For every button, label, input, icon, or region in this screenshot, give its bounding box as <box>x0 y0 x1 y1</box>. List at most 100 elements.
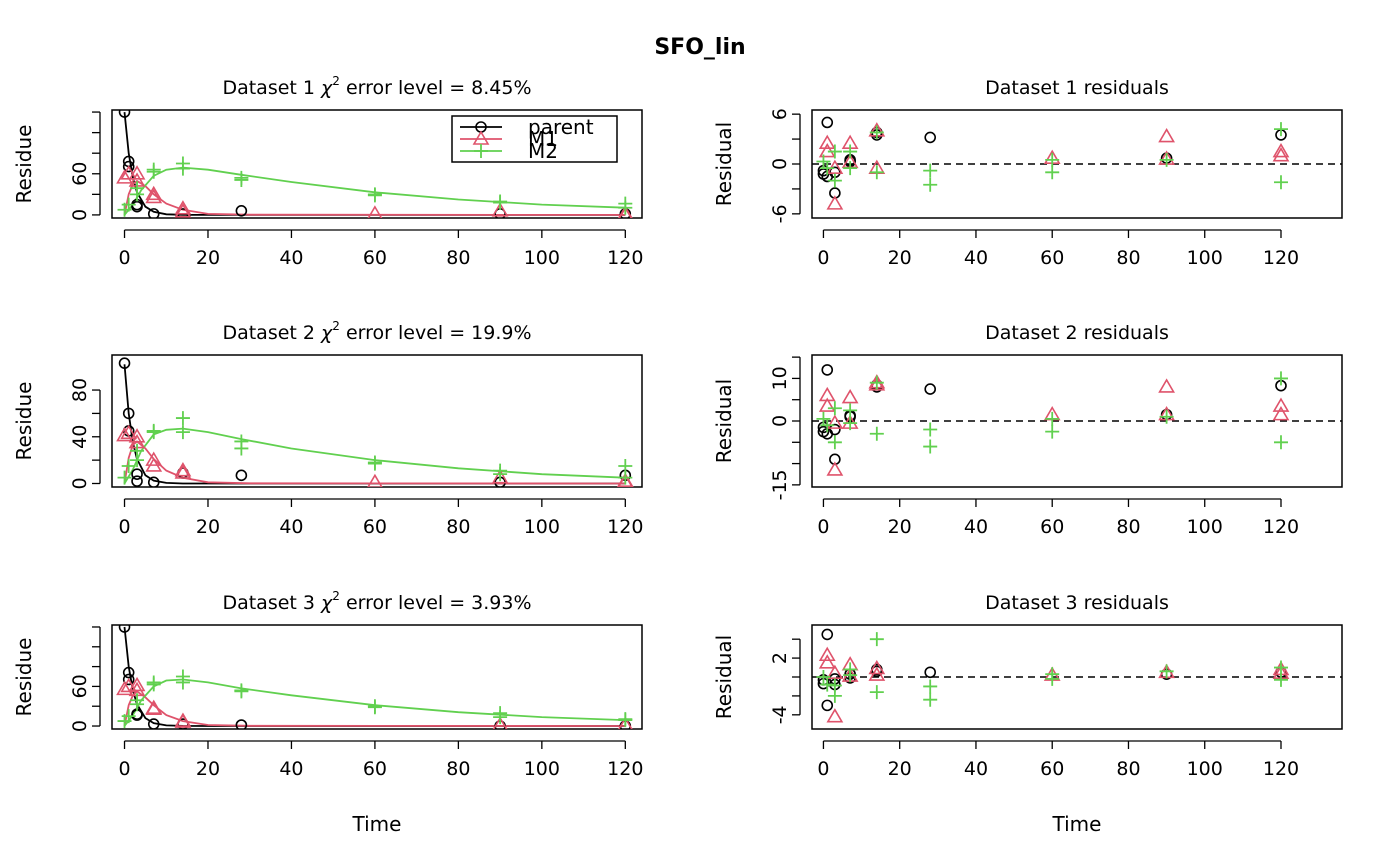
x-tick-label: 20 <box>888 516 912 538</box>
x-tick-label: 120 <box>607 247 643 269</box>
point-M1 <box>1158 378 1175 393</box>
point-M2 <box>843 416 858 431</box>
point-M2 <box>618 470 633 485</box>
point-M2 <box>816 411 831 426</box>
y-tick-label: -6 <box>769 204 791 223</box>
x-tick-label: 40 <box>279 247 303 269</box>
y-tick-label: 0 <box>69 209 91 221</box>
point-M2 <box>869 125 884 140</box>
x-tick-label: 80 <box>446 247 470 269</box>
point-M1 <box>841 388 859 404</box>
point-M2 <box>121 197 136 212</box>
panel-title: Dataset 1 residuals <box>985 77 1169 99</box>
panel-title: Dataset 3 residuals <box>985 592 1169 614</box>
point-M2 <box>869 375 884 390</box>
x-tick-label: 100 <box>524 516 560 538</box>
point-M2 <box>923 177 938 192</box>
point-parent <box>924 383 937 395</box>
x-tick-label: 20 <box>888 247 912 269</box>
fit-curve-M1 <box>123 690 626 727</box>
point-M1 <box>367 205 383 218</box>
point-M2 <box>1045 424 1060 439</box>
point-M1 <box>617 716 633 729</box>
point-M2 <box>121 458 136 473</box>
point-parent <box>147 476 160 487</box>
plot-area <box>116 110 633 218</box>
point-M2 <box>869 632 884 647</box>
y-tick-label: 10 <box>769 366 791 390</box>
x-axis-label: Time <box>352 812 402 836</box>
point-M2 <box>827 678 842 693</box>
point-M1 <box>128 428 146 443</box>
x-tick-label: 80 <box>446 516 470 538</box>
point-M1 <box>1158 127 1175 143</box>
panel-title: Dataset 1 χ2 error level = 8.45% <box>222 74 531 99</box>
point-M2 <box>923 679 938 694</box>
point-M2 <box>827 173 842 188</box>
x-tick-label: 100 <box>1187 516 1223 538</box>
y-tick-label: 80 <box>69 378 91 402</box>
point-M2 <box>146 162 161 177</box>
point-M2 <box>923 692 938 707</box>
x-tick-label: 60 <box>1040 758 1064 780</box>
point-M1 <box>826 664 844 680</box>
point-M1 <box>617 473 634 487</box>
x-tick-label: 80 <box>1116 516 1140 538</box>
panel-title: Dataset 2 residuals <box>985 322 1169 344</box>
point-parent <box>235 469 248 482</box>
x-tick-label: 0 <box>118 758 130 780</box>
y-tick-label: -4 <box>769 705 791 724</box>
point-M1 <box>818 134 836 150</box>
point-M1 <box>868 666 886 681</box>
point-M2 <box>1273 672 1288 687</box>
point-M1 <box>367 473 383 487</box>
point-M2 <box>869 685 884 700</box>
point-M1 <box>145 451 163 466</box>
point-parent <box>821 699 834 712</box>
x-tick-label: 40 <box>964 247 988 269</box>
point-M1 <box>491 469 509 484</box>
y-axis-label: Residue <box>12 125 36 204</box>
x-tick-label: 60 <box>363 247 387 269</box>
point-M1 <box>128 165 146 180</box>
point-M2 <box>820 161 835 176</box>
point-parent <box>829 423 841 436</box>
point-M2 <box>175 411 190 426</box>
point-M2 <box>234 684 249 699</box>
point-parent <box>122 407 135 420</box>
x-tick-label: 80 <box>1116 247 1140 269</box>
point-M1 <box>818 397 836 412</box>
point-M2 <box>493 467 508 482</box>
point-M2 <box>1273 660 1288 675</box>
point-parent <box>924 131 937 144</box>
x-tick-label: 0 <box>118 516 130 538</box>
point-M1 <box>116 427 133 442</box>
point-M2 <box>843 668 858 683</box>
point-M1 <box>116 169 133 184</box>
plot-box <box>111 354 643 488</box>
point-M2 <box>1159 409 1174 424</box>
point-parent <box>118 357 131 369</box>
x-tick-label: 40 <box>279 758 303 780</box>
panel-title: Dataset 2 χ2 error level = 19.9% <box>222 319 531 344</box>
panel-title: Dataset 3 χ2 error level = 3.93% <box>222 589 531 614</box>
point-M2 <box>493 710 508 725</box>
point-M1 <box>174 203 192 218</box>
point-M2 <box>869 165 884 180</box>
x-tick-label: 100 <box>524 247 560 269</box>
x-axis-label: Time <box>1052 812 1102 836</box>
x-tick-label: 0 <box>817 247 829 269</box>
x-tick-label: 60 <box>1040 516 1064 538</box>
point-M2 <box>843 144 858 159</box>
point-parent <box>122 160 135 173</box>
plot-area <box>812 116 1342 210</box>
legend-label-M1: M1 <box>528 127 558 151</box>
y-axis-label: Residual <box>712 635 736 719</box>
x-tick-label: 120 <box>1263 516 1299 538</box>
point-parent <box>131 475 143 487</box>
point-M2 <box>820 677 835 692</box>
point-M1 <box>145 700 163 715</box>
x-tick-label: 0 <box>817 516 829 538</box>
